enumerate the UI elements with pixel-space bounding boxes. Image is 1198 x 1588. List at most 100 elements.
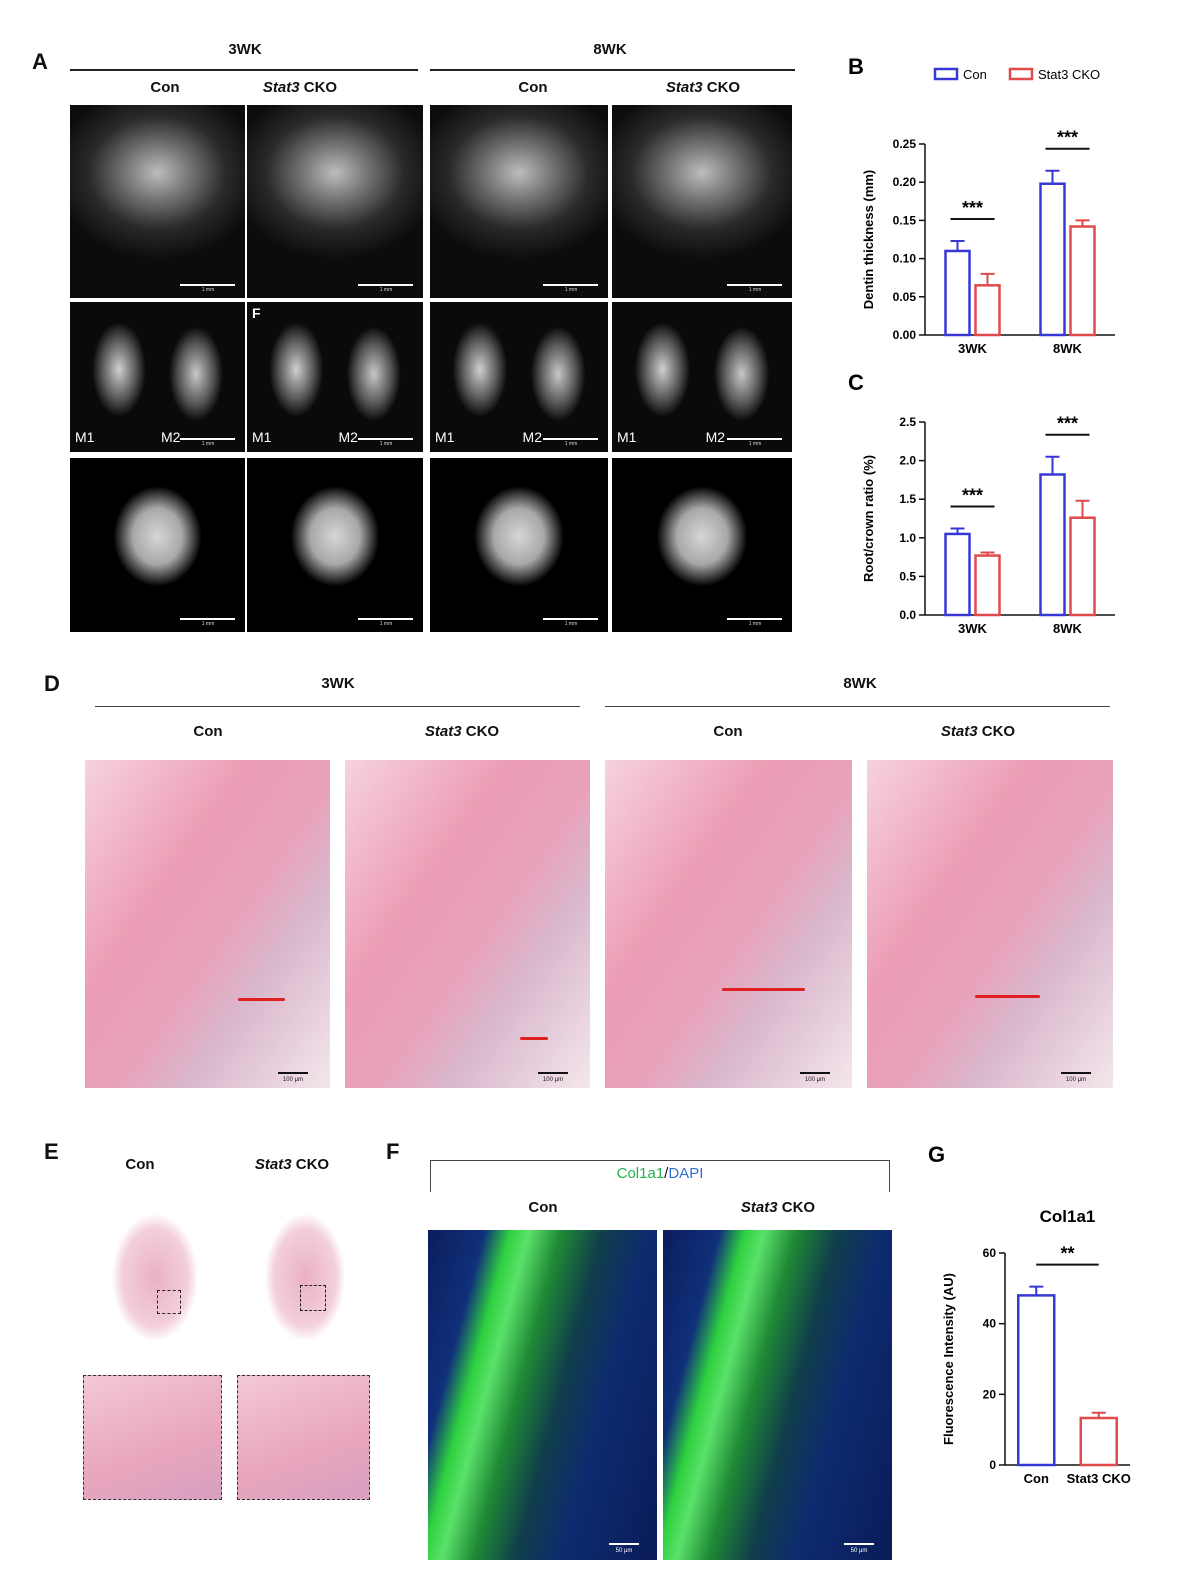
heading-text: CKO xyxy=(303,79,338,96)
y-axis-label: Root/crown ratio (%) xyxy=(861,455,876,582)
group-rule xyxy=(430,69,795,71)
group-rule xyxy=(95,706,580,707)
gene-name: Stat3 xyxy=(424,723,462,740)
molar-label: M2 xyxy=(705,429,726,445)
fluorescence-image xyxy=(428,1230,657,1560)
micro-ct-image xyxy=(70,302,245,452)
y-axis-label: Dentin thickness (mm) xyxy=(861,170,876,309)
scale-bar xyxy=(727,438,782,440)
heading-text: Con xyxy=(150,79,180,96)
error-bar xyxy=(1045,169,1060,184)
y-tick-label: 0.00 xyxy=(893,328,917,342)
micro-ct-image xyxy=(430,105,608,298)
gene-name: Stat3 xyxy=(262,79,300,96)
x-tick-label: 3WK xyxy=(958,621,988,636)
scale-bar-label: 1 mm xyxy=(748,441,762,447)
molar-label: M2 xyxy=(161,429,181,445)
legend-swatch xyxy=(1008,67,1034,81)
bar xyxy=(944,249,971,337)
stain-label: Col1a1/DAPI xyxy=(617,1165,704,1183)
bar xyxy=(974,554,1001,617)
zoom-image xyxy=(83,1375,222,1500)
bar xyxy=(1079,1416,1118,1467)
scale-bar-label: 100 μm xyxy=(1065,1077,1087,1083)
inset-label: F xyxy=(252,305,261,321)
column-heading: Stat3 CKO xyxy=(665,79,740,97)
error-bar xyxy=(1045,455,1060,475)
error-bar xyxy=(950,527,965,534)
column-heading: Stat3 CKO xyxy=(255,1156,330,1174)
group-title: 3WK xyxy=(321,675,355,692)
error-bar xyxy=(1075,219,1090,227)
x-tick-label: 3WK xyxy=(958,341,988,356)
scale-bar-label: 50 μm xyxy=(615,1548,633,1554)
scale-bar xyxy=(358,284,413,286)
histology-image xyxy=(867,760,1113,1088)
scale-bar-label: 1 mm xyxy=(748,621,762,627)
heading-text: CKO xyxy=(981,723,1016,740)
scale-bar-label: 1 mm xyxy=(379,441,393,447)
error-bar xyxy=(1075,499,1090,518)
column-heading: Stat3 CKO xyxy=(941,723,1016,741)
micro-ct-image xyxy=(612,105,792,298)
error-bar xyxy=(1091,1411,1106,1419)
x-tick-label: 8WK xyxy=(1053,621,1083,636)
panel-label: F xyxy=(386,1139,400,1164)
x-tick-label: 8WK xyxy=(1053,341,1083,356)
scale-bar xyxy=(278,1072,308,1074)
column-heading: Con xyxy=(150,79,180,97)
error-bar xyxy=(980,272,995,286)
molar-label: M1 xyxy=(435,429,455,445)
scale-bar-label: 1 mm xyxy=(748,287,762,293)
bar xyxy=(974,284,1001,337)
chart-title: Col1a1 xyxy=(1040,1207,1096,1226)
micro-ct-image xyxy=(430,458,608,632)
scale-bar xyxy=(538,1072,568,1074)
column-heading: Stat3 CKO xyxy=(424,723,500,741)
error-bar xyxy=(980,551,995,556)
panel-label: C xyxy=(848,370,864,395)
section-image xyxy=(235,1185,375,1370)
column-heading: Stat3 CKO xyxy=(262,79,338,97)
y-tick-label: 20 xyxy=(983,1387,997,1401)
scale-bar-label: 100 μm xyxy=(804,1077,826,1083)
group-title: 8WK xyxy=(843,675,877,692)
heading-text: CKO xyxy=(465,723,500,740)
micro-ct-image xyxy=(247,105,423,298)
y-tick-label: 0.25 xyxy=(893,137,917,151)
panel-label: B xyxy=(848,54,864,79)
histology-image xyxy=(85,760,330,1088)
section-image xyxy=(80,1185,230,1370)
zoom-image xyxy=(237,1375,370,1500)
heading-text: Con xyxy=(713,723,743,740)
scale-bar xyxy=(727,618,782,620)
bracket xyxy=(430,1160,890,1192)
heading-text: Con xyxy=(193,723,223,740)
chart: B Dentin thickness (mm) 0.00 0.05 0.10 0.15 0.… xyxy=(848,54,1115,356)
scale-bar xyxy=(180,284,235,286)
molar-label: M1 xyxy=(617,429,637,445)
heading-text: CKO xyxy=(295,1156,330,1173)
legend-swatch xyxy=(933,67,959,81)
gene-name: Stat3 xyxy=(740,1199,778,1216)
group-title: 8WK xyxy=(593,41,627,58)
gene-name: Stat3 xyxy=(665,79,703,96)
scale-bar-label: 100 μm xyxy=(282,1077,304,1083)
significance-label: *** xyxy=(962,198,983,218)
heading-text: Con xyxy=(125,1156,155,1173)
y-tick-label: 0.0 xyxy=(899,608,916,622)
y-tick-label: 0 xyxy=(989,1458,996,1472)
heading-text: Con xyxy=(518,79,548,96)
chart: C Root/crown ratio (%) 0.0 0.5 1.0 1.5 2.0 2.5 3… xyxy=(848,370,1115,636)
y-axis-label: Fluorescence Intensity (AU) xyxy=(941,1273,956,1445)
x-tick-label: Stat3 CKO xyxy=(1067,1471,1131,1486)
micro-ct-image xyxy=(247,458,423,632)
scale-bar xyxy=(800,1072,830,1074)
fluorescence-image xyxy=(663,1230,892,1560)
scale-bar-label: 1 mm xyxy=(379,287,393,293)
error-bar xyxy=(1029,1285,1044,1296)
scale-bar xyxy=(180,618,235,620)
scale-bar-label: 1 mm xyxy=(201,441,215,447)
micro-ct-image xyxy=(70,105,245,298)
thickness-arrow xyxy=(238,998,285,1001)
